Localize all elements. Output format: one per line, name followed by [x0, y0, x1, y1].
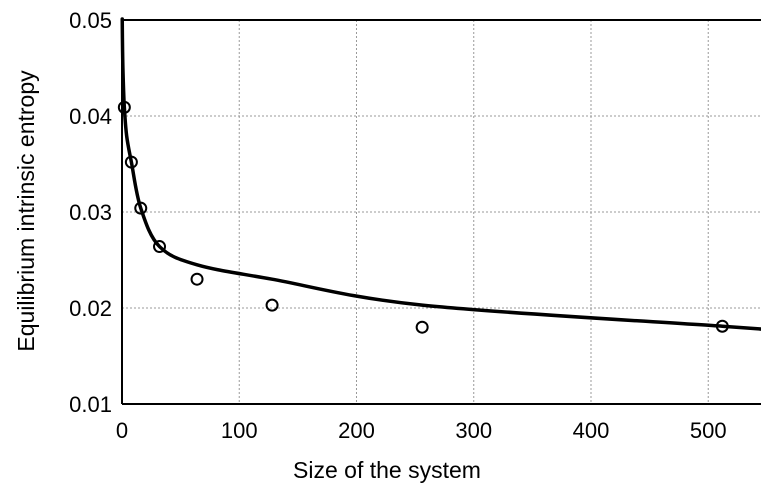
data-point-marker	[134, 201, 148, 215]
x-tick-label: 400	[573, 418, 610, 443]
x-tick-label: 100	[221, 418, 258, 443]
y-tick-label: 0.05	[69, 8, 112, 33]
x-axis-title: Size of the system	[293, 457, 481, 483]
data-point-marker	[124, 155, 138, 169]
x-tick-label: 200	[338, 418, 375, 443]
data-point-marker	[153, 240, 167, 254]
plot-frame	[121, 19, 761, 405]
y-axis-title: Equilibrium intrinsic entropy	[13, 70, 39, 352]
y-tick-labels: 0.01 0.02 0.03 0.04 0.05	[69, 8, 112, 417]
data-point-marker	[190, 272, 204, 286]
data-point-marker	[715, 319, 729, 333]
data-point-marker	[415, 320, 429, 334]
x-tick-labels: 0 100 200 300 400 500	[116, 418, 727, 443]
y-tick-label: 0.01	[69, 392, 112, 417]
data-points-layer	[117, 100, 729, 334]
x-tick-label: 300	[455, 418, 492, 443]
data-point-marker	[117, 100, 131, 114]
x-tick-label: 0	[116, 418, 128, 443]
data-point-marker	[265, 298, 279, 312]
y-tick-label: 0.04	[69, 104, 112, 129]
fit-curve-layer	[120, 17, 761, 331]
y-tick-label: 0.03	[69, 200, 112, 225]
x-tick-label: 500	[690, 418, 727, 443]
y-tick-label: 0.02	[69, 296, 112, 321]
grid-lines	[122, 20, 761, 404]
fit-curve	[120, 17, 761, 331]
